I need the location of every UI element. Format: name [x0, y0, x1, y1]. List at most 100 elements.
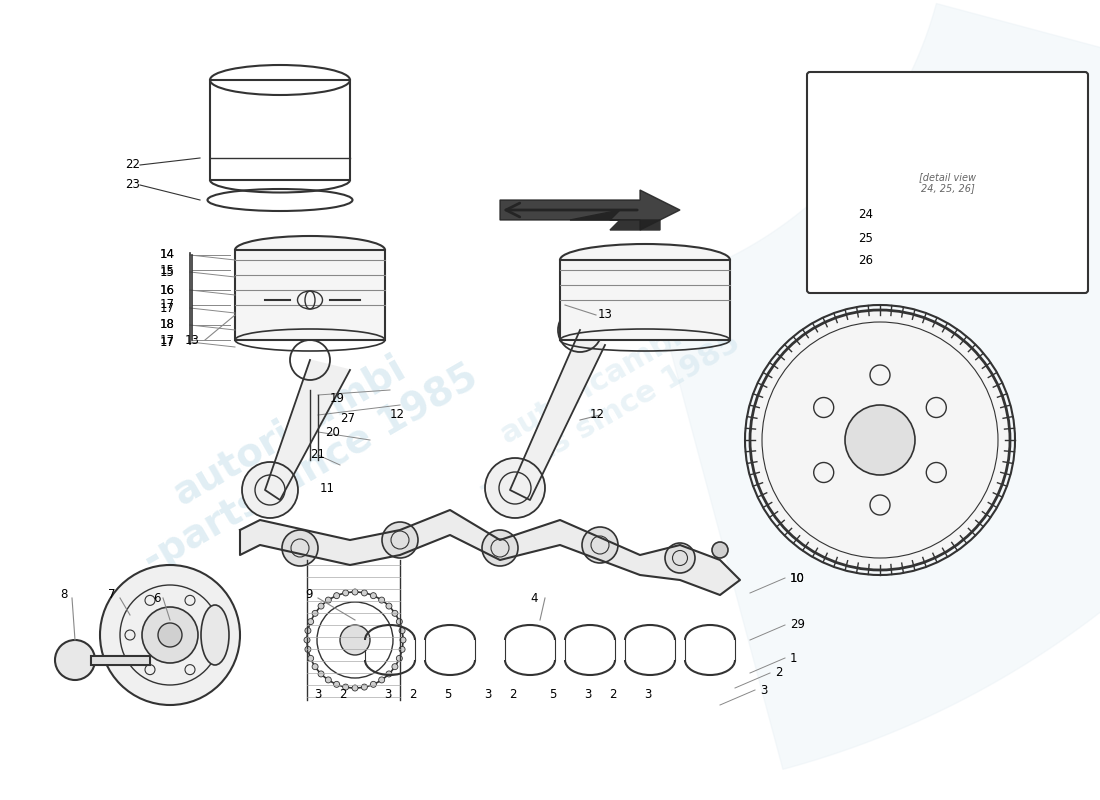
Text: 27: 27 — [340, 411, 355, 425]
Text: 17: 17 — [160, 334, 175, 346]
Bar — [560, 260, 730, 340]
Circle shape — [326, 597, 331, 603]
Circle shape — [378, 597, 385, 603]
Circle shape — [340, 625, 370, 655]
Circle shape — [305, 646, 311, 652]
Text: 13: 13 — [598, 309, 613, 322]
Circle shape — [396, 655, 403, 662]
Polygon shape — [570, 210, 660, 230]
Circle shape — [305, 628, 311, 634]
Circle shape — [326, 677, 331, 683]
Text: 15: 15 — [160, 266, 175, 278]
Text: 13: 13 — [185, 334, 200, 346]
Circle shape — [382, 522, 418, 558]
Text: 19: 19 — [330, 391, 345, 405]
Text: 14: 14 — [160, 249, 175, 262]
Circle shape — [396, 618, 403, 625]
Circle shape — [712, 542, 728, 558]
Text: 5: 5 — [549, 689, 557, 702]
Text: 2: 2 — [776, 666, 782, 679]
Text: 11: 11 — [320, 482, 336, 494]
Ellipse shape — [560, 244, 730, 276]
Bar — [235, 250, 385, 340]
Circle shape — [399, 646, 405, 652]
Circle shape — [55, 640, 95, 680]
Circle shape — [312, 664, 318, 670]
Circle shape — [582, 527, 618, 563]
FancyBboxPatch shape — [807, 72, 1088, 293]
Text: 21: 21 — [310, 449, 324, 462]
Text: 10: 10 — [790, 571, 805, 585]
Circle shape — [142, 607, 198, 663]
Polygon shape — [653, 3, 1100, 770]
Text: 26: 26 — [858, 254, 873, 266]
Circle shape — [342, 684, 349, 690]
Text: autoricambi
-parts since 1985: autoricambi -parts since 1985 — [116, 320, 485, 580]
Circle shape — [318, 603, 324, 609]
Text: 4: 4 — [530, 591, 538, 605]
Text: 17: 17 — [160, 335, 175, 349]
Text: 6: 6 — [153, 591, 161, 605]
Text: 3: 3 — [644, 689, 651, 702]
Circle shape — [666, 543, 695, 573]
Ellipse shape — [201, 605, 229, 665]
Circle shape — [392, 664, 398, 670]
Text: [detail view
24, 25, 26]: [detail view 24, 25, 26] — [918, 172, 976, 194]
Text: autoricambi
-parts since 1985: autoricambi -parts since 1985 — [455, 298, 745, 502]
Circle shape — [400, 637, 406, 643]
Circle shape — [362, 590, 367, 596]
Circle shape — [399, 628, 405, 634]
Text: 5: 5 — [444, 689, 451, 702]
Circle shape — [318, 671, 324, 677]
Text: 18: 18 — [160, 318, 175, 331]
Text: 29: 29 — [790, 618, 805, 631]
Circle shape — [482, 530, 518, 566]
Text: 3: 3 — [314, 689, 321, 702]
Text: 2: 2 — [509, 689, 517, 702]
Polygon shape — [265, 360, 350, 500]
Text: 2: 2 — [339, 689, 346, 702]
Polygon shape — [240, 510, 740, 595]
Circle shape — [485, 458, 544, 518]
Text: 9: 9 — [305, 589, 312, 602]
Text: 18: 18 — [160, 318, 175, 331]
Circle shape — [371, 682, 376, 687]
Circle shape — [392, 610, 398, 616]
Circle shape — [308, 655, 314, 662]
Text: 16: 16 — [160, 283, 175, 297]
Ellipse shape — [235, 236, 385, 264]
Text: 14: 14 — [160, 249, 175, 262]
Circle shape — [312, 610, 318, 616]
Text: 23: 23 — [125, 178, 140, 191]
Text: 17: 17 — [160, 302, 175, 314]
Text: 8: 8 — [60, 589, 67, 602]
Text: 12: 12 — [590, 409, 605, 422]
Circle shape — [333, 593, 340, 598]
Text: 15: 15 — [160, 263, 175, 277]
Circle shape — [304, 637, 310, 643]
Text: 1: 1 — [790, 651, 798, 665]
Circle shape — [750, 310, 1010, 570]
Circle shape — [242, 462, 298, 518]
Text: 3: 3 — [484, 689, 492, 702]
Circle shape — [378, 677, 385, 683]
Circle shape — [845, 405, 915, 475]
Circle shape — [352, 685, 358, 691]
Text: 2: 2 — [409, 689, 417, 702]
Text: 7: 7 — [108, 589, 115, 602]
Text: 20: 20 — [324, 426, 340, 438]
Circle shape — [386, 671, 392, 677]
Circle shape — [308, 618, 314, 625]
Text: 10: 10 — [790, 571, 805, 585]
Circle shape — [386, 603, 392, 609]
Polygon shape — [500, 190, 680, 230]
Circle shape — [342, 590, 349, 596]
Circle shape — [333, 682, 340, 687]
Circle shape — [352, 589, 358, 595]
Bar — [210, 80, 350, 180]
Text: 3: 3 — [760, 683, 768, 697]
Circle shape — [100, 565, 240, 705]
Circle shape — [371, 593, 376, 598]
Text: 25: 25 — [858, 231, 873, 245]
Circle shape — [158, 623, 182, 647]
